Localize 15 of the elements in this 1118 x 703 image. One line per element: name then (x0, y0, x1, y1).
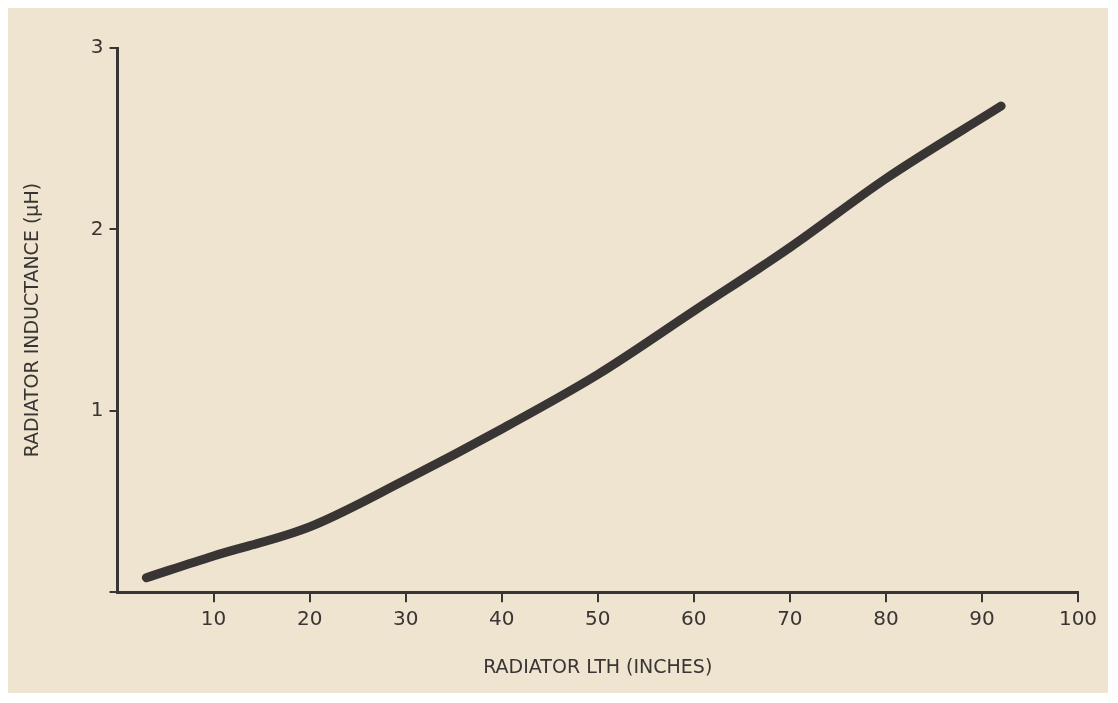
x-tick-label: 50 (585, 606, 611, 631)
x-axis-title: RADIATOR LTH (INCHES) (483, 654, 713, 677)
x-tick-label: 60 (681, 606, 707, 631)
x-tick-label: 20 (296, 606, 323, 631)
x-tick-label: 30 (392, 606, 419, 631)
x-tick-label: 80 (873, 606, 899, 631)
y-axis-title: RADIATOR INDUCTANCE (µH) (20, 182, 43, 458)
x-tick-label: 40 (488, 606, 515, 631)
x-tick-label: 70 (777, 606, 803, 631)
y-tick-label: 1 (90, 397, 104, 421)
y-tick-label: 3 (90, 34, 104, 59)
y-tick-label: 2 (90, 215, 104, 240)
x-tick-label: 10 (200, 606, 227, 631)
x-tick-label: 100 (1058, 606, 1098, 631)
x-tick-label: 90 (969, 606, 995, 631)
